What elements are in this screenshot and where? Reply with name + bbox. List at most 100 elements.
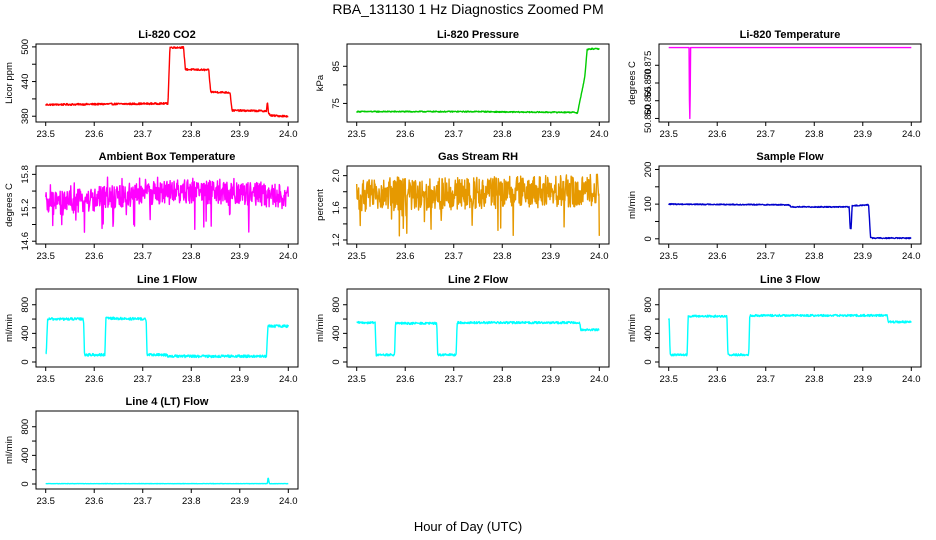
y-axis-label: ml/min — [627, 314, 638, 342]
y-tick-label: 800 — [643, 297, 654, 313]
x-tick-label: 23.6 — [85, 496, 104, 507]
panel-title: Ambient Box Temperature — [99, 151, 236, 163]
x-tick-label: 23.9 — [542, 129, 561, 140]
x-tick-label: 24.0 — [590, 374, 609, 385]
x-tick-label: 24.0 — [902, 129, 921, 140]
panel-7: Line 1 Flow ml/min 23.5 23.6 23.7 23.8 23.9 24.… — [4, 274, 299, 385]
x-tick-label: 23.5 — [659, 374, 678, 385]
figure-title: RBA_131130 1 Hz Diagnostics Zoomed PM — [332, 1, 603, 17]
y-tick-label: 50.870 — [643, 68, 654, 97]
y-tick-label: 800 — [20, 297, 31, 313]
y-tick-label: 380 — [20, 108, 31, 124]
panel-title: Gas Stream RH — [438, 151, 518, 163]
y-tick-label: 0 — [20, 359, 31, 364]
figure-x-axis-label: Hour of Day (UTC) — [414, 519, 522, 534]
x-tick-label: 23.5 — [36, 251, 55, 262]
x-tick-label: 23.7 — [133, 129, 152, 140]
x-tick-label: 24.0 — [902, 251, 921, 262]
plot-frame — [658, 43, 922, 123]
data-series-line — [356, 47, 600, 115]
x-tick-label: 23.9 — [854, 251, 873, 262]
x-tick-label: 23.8 — [805, 129, 824, 140]
y-tick-label: 75 — [331, 98, 342, 109]
plot-frame — [346, 288, 610, 368]
y-tick-label: 400 — [20, 325, 31, 341]
x-tick-label: 23.7 — [444, 374, 463, 385]
x-tick-label: 23.8 — [182, 251, 201, 262]
y-tick-label: 14.6 — [20, 232, 31, 251]
x-tick-label: 23.5 — [347, 251, 366, 262]
y-tick-label: 2.0 — [331, 169, 342, 182]
x-tick-label: 23.9 — [231, 251, 250, 262]
x-tick-label: 23.9 — [542, 374, 561, 385]
plot-frame — [35, 165, 299, 245]
panel-title: Line 3 Flow — [760, 274, 820, 286]
y-tick-label: 400 — [20, 447, 31, 463]
x-tick-label: 23.6 — [85, 374, 104, 385]
x-tick-label: 24.0 — [279, 129, 298, 140]
x-tick-label: 23.6 — [396, 374, 415, 385]
y-axis-label: percent — [315, 189, 326, 221]
x-tick-label: 23.5 — [659, 129, 678, 140]
y-tick-label: 85 — [331, 61, 342, 72]
x-tick-label: 23.7 — [756, 251, 775, 262]
x-tick-label: 23.7 — [133, 251, 152, 262]
x-tick-label: 23.8 — [493, 251, 512, 262]
plot-frame — [346, 165, 610, 245]
panel-9: Line 3 Flow ml/min 23.5 23.6 23.7 23.8 23.9 24.… — [627, 274, 922, 385]
panel-4: Ambient Box Temperature degrees C 23.5 23.6… — [4, 151, 299, 262]
x-tick-label: 23.8 — [182, 374, 201, 385]
plot-frame — [35, 288, 299, 368]
plot-frame — [35, 410, 299, 490]
x-tick-label: 23.6 — [708, 129, 727, 140]
y-tick-label: 50.875 — [643, 51, 654, 80]
panel-title: Line 2 Flow — [448, 274, 508, 286]
y-tick-label: 440 — [20, 74, 31, 90]
panel-10: Line 4 (LT) Flow ml/min 23.5 23.6 23.7 23.8 23… — [4, 396, 299, 507]
panel-3: Li-820 Temperature degrees C 23.5 23.6 23.7 2… — [627, 29, 922, 140]
y-tick-label: 500 — [20, 39, 31, 55]
y-tick-label: 0 — [643, 236, 654, 241]
x-tick-label: 23.7 — [444, 129, 463, 140]
x-tick-label: 23.9 — [854, 129, 873, 140]
x-tick-label: 23.5 — [36, 496, 55, 507]
y-tick-label: 0 — [643, 359, 654, 364]
x-tick-label: 23.7 — [756, 374, 775, 385]
data-series-line — [45, 477, 289, 485]
x-tick-label: 23.8 — [805, 251, 824, 262]
data-series-line — [356, 173, 600, 237]
x-tick-label: 24.0 — [590, 251, 609, 262]
y-tick-label: 15.8 — [20, 165, 31, 184]
panel-title: Li-820 Pressure — [437, 29, 519, 41]
x-tick-label: 23.5 — [659, 251, 678, 262]
x-tick-label: 23.8 — [493, 374, 512, 385]
y-axis-label: degrees C — [4, 183, 15, 227]
x-tick-label: 23.6 — [85, 129, 104, 140]
y-axis-label: ml/min — [4, 314, 15, 342]
data-series-line — [668, 46, 912, 120]
x-tick-label: 24.0 — [279, 496, 298, 507]
data-series-line — [668, 202, 912, 240]
y-tick-label: 15.2 — [20, 199, 31, 218]
x-tick-label: 24.0 — [902, 374, 921, 385]
x-tick-label: 24.0 — [279, 251, 298, 262]
panel-title: Li-820 CO2 — [138, 29, 195, 41]
y-tick-label: 1.6 — [331, 201, 342, 214]
plot-frame — [658, 165, 922, 245]
x-tick-label: 23.9 — [231, 496, 250, 507]
x-tick-label: 23.7 — [133, 496, 152, 507]
y-tick-label: 200 — [643, 162, 654, 178]
data-series-line — [668, 313, 912, 357]
y-tick-label: 1.2 — [331, 233, 342, 246]
x-tick-label: 23.6 — [396, 251, 415, 262]
y-axis-label: kPa — [315, 74, 326, 91]
panel-2: Li-820 Pressure kPa 23.5 23.6 23.7 23.8 23.9 24… — [315, 29, 610, 140]
y-tick-label: 400 — [331, 325, 342, 341]
y-tick-label: 800 — [331, 297, 342, 313]
panel-title: Line 1 Flow — [137, 274, 197, 286]
y-axis-label: ml/min — [315, 314, 326, 342]
data-series-line — [45, 316, 289, 359]
x-tick-label: 23.9 — [854, 374, 873, 385]
y-tick-label: 50.860 — [643, 104, 654, 133]
